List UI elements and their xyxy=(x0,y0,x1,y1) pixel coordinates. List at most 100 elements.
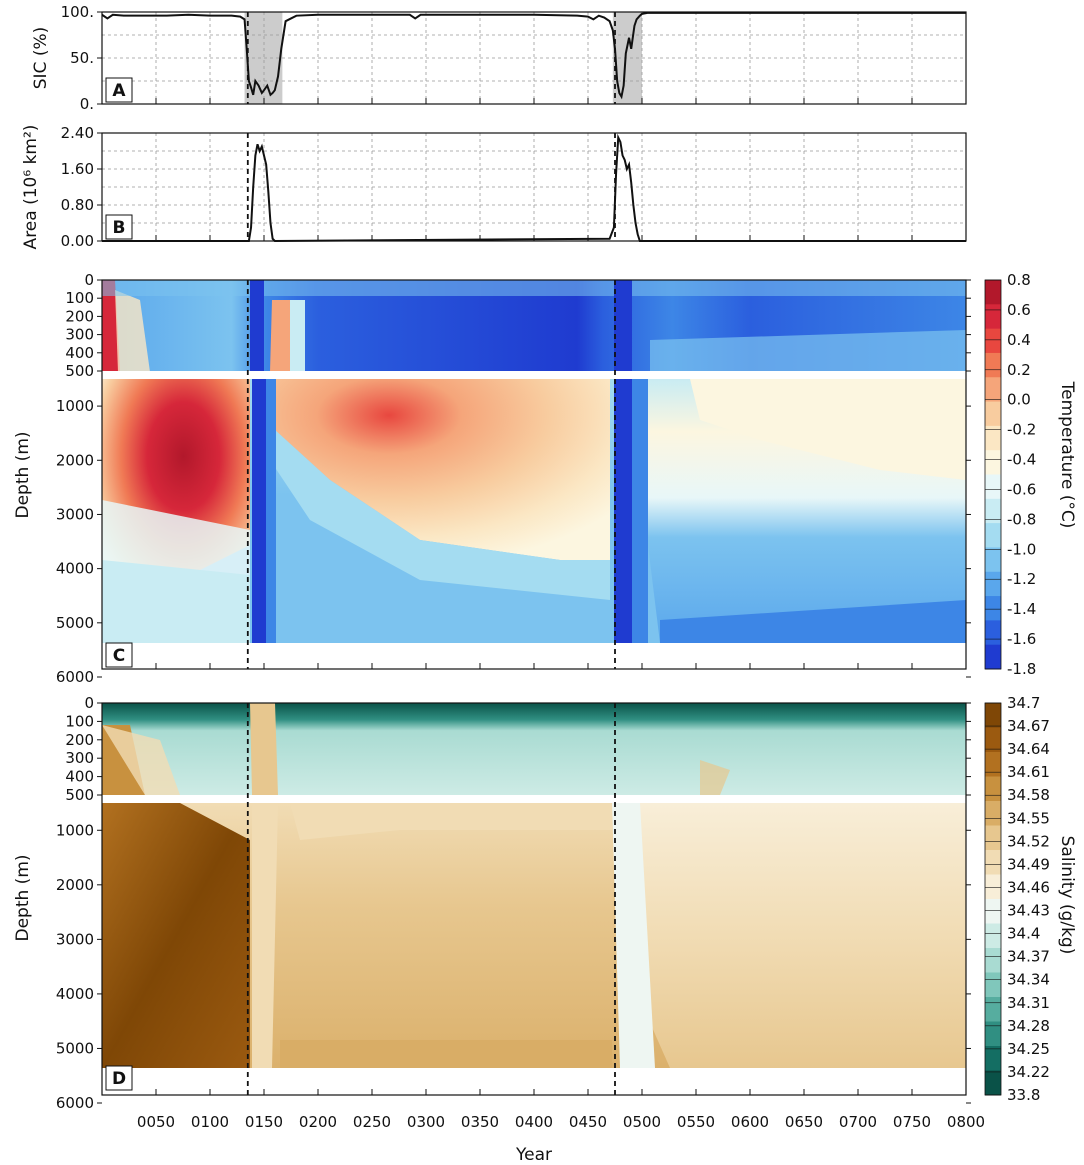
panel-c-colorbar-swatch xyxy=(985,571,1001,597)
panel-d-field xyxy=(102,703,966,1095)
panel-c-colorbar-tick-label: 0.0 xyxy=(1007,391,1031,409)
x-tick-label: 0700 xyxy=(839,1113,877,1131)
panel-d-colorbar-swatch xyxy=(985,997,1001,1022)
panel-d-colorbar-swatch xyxy=(985,1046,1001,1071)
panel-c-colorbar-tick-label: -0.8 xyxy=(1007,510,1036,528)
x-axis-label: Year xyxy=(515,1145,552,1165)
panel-d-colorbar-tick-label: 34.34 xyxy=(1007,971,1050,989)
x-tick-label: 0100 xyxy=(191,1113,229,1131)
panel-d-colorbar-tick-label: 34.58 xyxy=(1007,786,1050,804)
x-tick-label: 0600 xyxy=(731,1113,769,1131)
panel-c-colorbar-tick-label: -0.4 xyxy=(1007,451,1036,469)
panel-c-ytick-label: 300 xyxy=(65,326,94,344)
x-tick-label: 0650 xyxy=(785,1113,823,1131)
panel-c-ytick-label: 100 xyxy=(65,289,94,307)
panel-b-tag-box xyxy=(105,214,133,240)
panel-d-colorbar-tick-label: 34.31 xyxy=(1007,994,1050,1012)
x-tick-label: 0150 xyxy=(245,1113,283,1131)
panel-c-ytick-label: 2000 xyxy=(56,451,94,469)
panel-c-ytick-label: 400 xyxy=(65,344,94,362)
panel-b-tag: B xyxy=(113,218,126,238)
panel-c-ytick-label: 5000 xyxy=(56,614,94,632)
panel-c-colorbar-swatch xyxy=(985,377,1001,403)
panel-c-colorbar-tick-label: -1.4 xyxy=(1007,600,1036,618)
panel-a-tag: A xyxy=(112,81,126,101)
panel-c-colorbar-swatch xyxy=(985,425,1001,451)
panel-d-colorbar-tick-label: 34.55 xyxy=(1007,809,1050,827)
panel-b-ytick-label: 0.00 xyxy=(61,232,94,250)
panel-d-colorbar-tick-label: 34.67 xyxy=(1007,717,1050,735)
x-axis: 0050 0100 0150 0200 0250 0300 0350 0400 0450 0500… xyxy=(137,98,985,1131)
panel-d-colorbar-tick-label: 34.61 xyxy=(1007,763,1050,781)
panel-c-colorbar-swatch xyxy=(985,523,1001,548)
x-tick-label: 0250 xyxy=(353,1113,391,1131)
panel-d-colorbar-swatch xyxy=(985,752,1001,777)
panel-d-colorbar-tick-label: 34.37 xyxy=(1007,948,1050,966)
panel-d-colorbar-tick-label: 34.25 xyxy=(1007,1040,1050,1058)
panel-c-colorbar-swatch xyxy=(985,498,1001,524)
panel-c-ytick-label: 3000 xyxy=(56,505,94,523)
panel-d-colorbar-swatch xyxy=(985,850,1001,875)
panel-c-ytick-label: 4000 xyxy=(56,560,94,578)
panel-c-colorbar-tick-label: -0.2 xyxy=(1007,421,1036,439)
panel-d-ytick-label: 5000 xyxy=(56,1039,94,1057)
panel-d-colorbar-swatch xyxy=(985,874,1001,900)
x-tick-label: 0050 xyxy=(137,1113,175,1131)
panel-d-colorbar-swatch xyxy=(985,972,1001,998)
panel-c-colorbar-swatch xyxy=(985,547,1001,573)
panel-c-colorbar-tick-label: 0.8 xyxy=(1007,271,1031,289)
panel-d-colorbar-swatch xyxy=(985,923,1001,949)
panel-c-colorbar-swatch xyxy=(985,620,1001,646)
x-tick-label: 0750 xyxy=(893,1113,931,1131)
panel-c-colorbar-tick-label: -1.0 xyxy=(1007,540,1036,558)
panel-b-grid xyxy=(102,133,967,241)
panel-d-colorbar-tick-label: 34.46 xyxy=(1007,878,1050,896)
panel-c-colorbar-swatch xyxy=(985,352,1001,378)
panel-d-colorbar-tick-label: 34.4 xyxy=(1007,925,1040,943)
panel-d-colorbar: 34.7 34.67 34.64 34.61 34.58 34.55 34.52 34.49 3… xyxy=(984,694,1050,1104)
panel-c-colorbar-tick-label: -1.6 xyxy=(1007,630,1036,648)
panel-d-colorbar-swatch xyxy=(985,825,1001,851)
panel-d-ytick-label: 3000 xyxy=(56,930,94,948)
panel-d-colorbar-label: Salinity (g/kg) xyxy=(1057,836,1077,955)
panel-d-ytick-label: 500 xyxy=(65,786,94,804)
x-tick-label: 0800 xyxy=(947,1113,985,1131)
panel-a-grid xyxy=(102,12,967,104)
panel-d-colorbar-swatch xyxy=(985,703,1001,728)
x-tick-label: 0350 xyxy=(461,1113,499,1131)
panel-c-tag-box xyxy=(105,642,133,668)
panel-d-colorbar-tick-label: 34.7 xyxy=(1007,694,1040,712)
panel-d-colorbar-tick-label: 34.64 xyxy=(1007,740,1050,758)
panel-d-colorbar-swatch xyxy=(985,1021,1001,1047)
panel-c-colorbar-swatch xyxy=(985,474,1001,500)
panel-d-ytick-label: 400 xyxy=(65,768,94,786)
panel-b-ytick-label: 0.80 xyxy=(61,196,94,214)
panel-c-tag: C xyxy=(113,646,125,666)
panel-b-ytick-label: 2.40 xyxy=(61,124,94,142)
panel-a-ylabel: SIC (%) xyxy=(31,27,51,90)
panel-d-ytick-label: 100 xyxy=(65,712,94,730)
panel-b-area-line xyxy=(102,133,966,243)
panel-d-colorbar-tick-label: 34.49 xyxy=(1007,855,1050,873)
panel-c-field xyxy=(102,280,966,669)
panel-a-ytick-label: 0. xyxy=(80,95,94,113)
panel-c-colorbar-swatch xyxy=(985,280,1001,305)
x-tick-label: 0400 xyxy=(515,1113,553,1131)
panel-d-tag-box xyxy=(105,1065,133,1091)
panel-c-colorbar-swatch xyxy=(985,450,1001,475)
x-tick-label: 0450 xyxy=(569,1113,607,1131)
panel-d-colorbar-tick-label: 34.52 xyxy=(1007,832,1050,850)
panel-d-colorbar-tick-label: 34.43 xyxy=(1007,902,1050,920)
panel-d-ytick-label: 6000 xyxy=(56,1094,94,1112)
panel-c-ytick-label: 6000 xyxy=(56,668,94,686)
panel-d-colorbar-swatch xyxy=(985,948,1001,973)
event-lines xyxy=(246,12,616,1095)
panel-d-colorbar-swatch xyxy=(985,899,1001,924)
panel-c-colorbar-tick-label: -0.6 xyxy=(1007,480,1036,498)
panel-d-ytick-label: 4000 xyxy=(56,985,94,1003)
panel-d-ytick-label: 0 xyxy=(84,694,94,712)
panel-c-colorbar: 0.8 0.6 0.4 0.2 0.0 -0.2 -0.4 -0.6 -0.8 -1.0 -1.2 -… xyxy=(984,271,1036,678)
panel-c-colorbar-tick-label: -1.8 xyxy=(1007,660,1036,678)
